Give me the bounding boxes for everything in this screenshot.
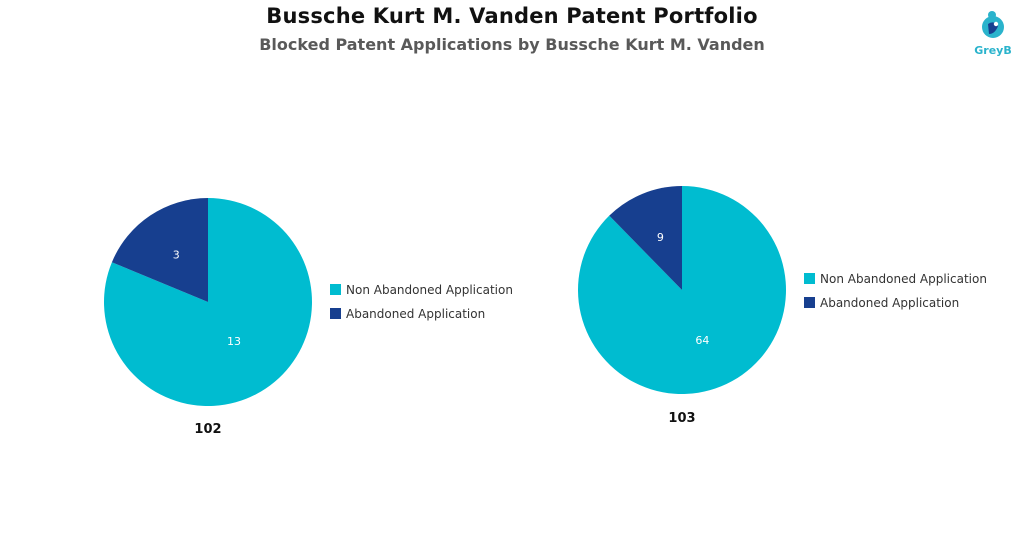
legend-swatch [330, 308, 341, 319]
legend-swatch [804, 297, 815, 308]
legend-swatch [804, 273, 815, 284]
slice-value-label: 64 [695, 334, 709, 347]
chart-subtitle: Blocked Patent Applications by Bussche K… [259, 35, 765, 54]
legend-label: Non Abandoned Application [820, 272, 987, 286]
greyb-logo: GreyB [972, 10, 1014, 62]
pie-caption: 102 [194, 422, 221, 437]
pie-caption: 103 [668, 411, 695, 426]
pie-slice-abandoned-application [111, 198, 208, 302]
pie-slice-abandoned-application [609, 186, 682, 290]
pie-chart-102: 13 3 102 Non Abandoned Application Abandoned… [104, 198, 513, 437]
greyb-logo-icon [982, 11, 1004, 38]
greyb-logo-text: GreyB [974, 44, 1012, 57]
legend-label: Non Abandoned Application [346, 283, 513, 297]
slice-value-label: 13 [227, 335, 241, 348]
slice-value-label: 3 [173, 248, 180, 261]
legend-swatch [330, 284, 341, 295]
legend-label: Abandoned Application [820, 296, 959, 310]
chart-title: Bussche Kurt M. Vanden Patent Portfolio [266, 4, 758, 28]
slice-value-label: 9 [657, 231, 664, 244]
pie-chart-103: 64 9 103 Non Abandoned Application Abandoned… [578, 186, 987, 426]
legend-label: Abandoned Application [346, 307, 485, 321]
